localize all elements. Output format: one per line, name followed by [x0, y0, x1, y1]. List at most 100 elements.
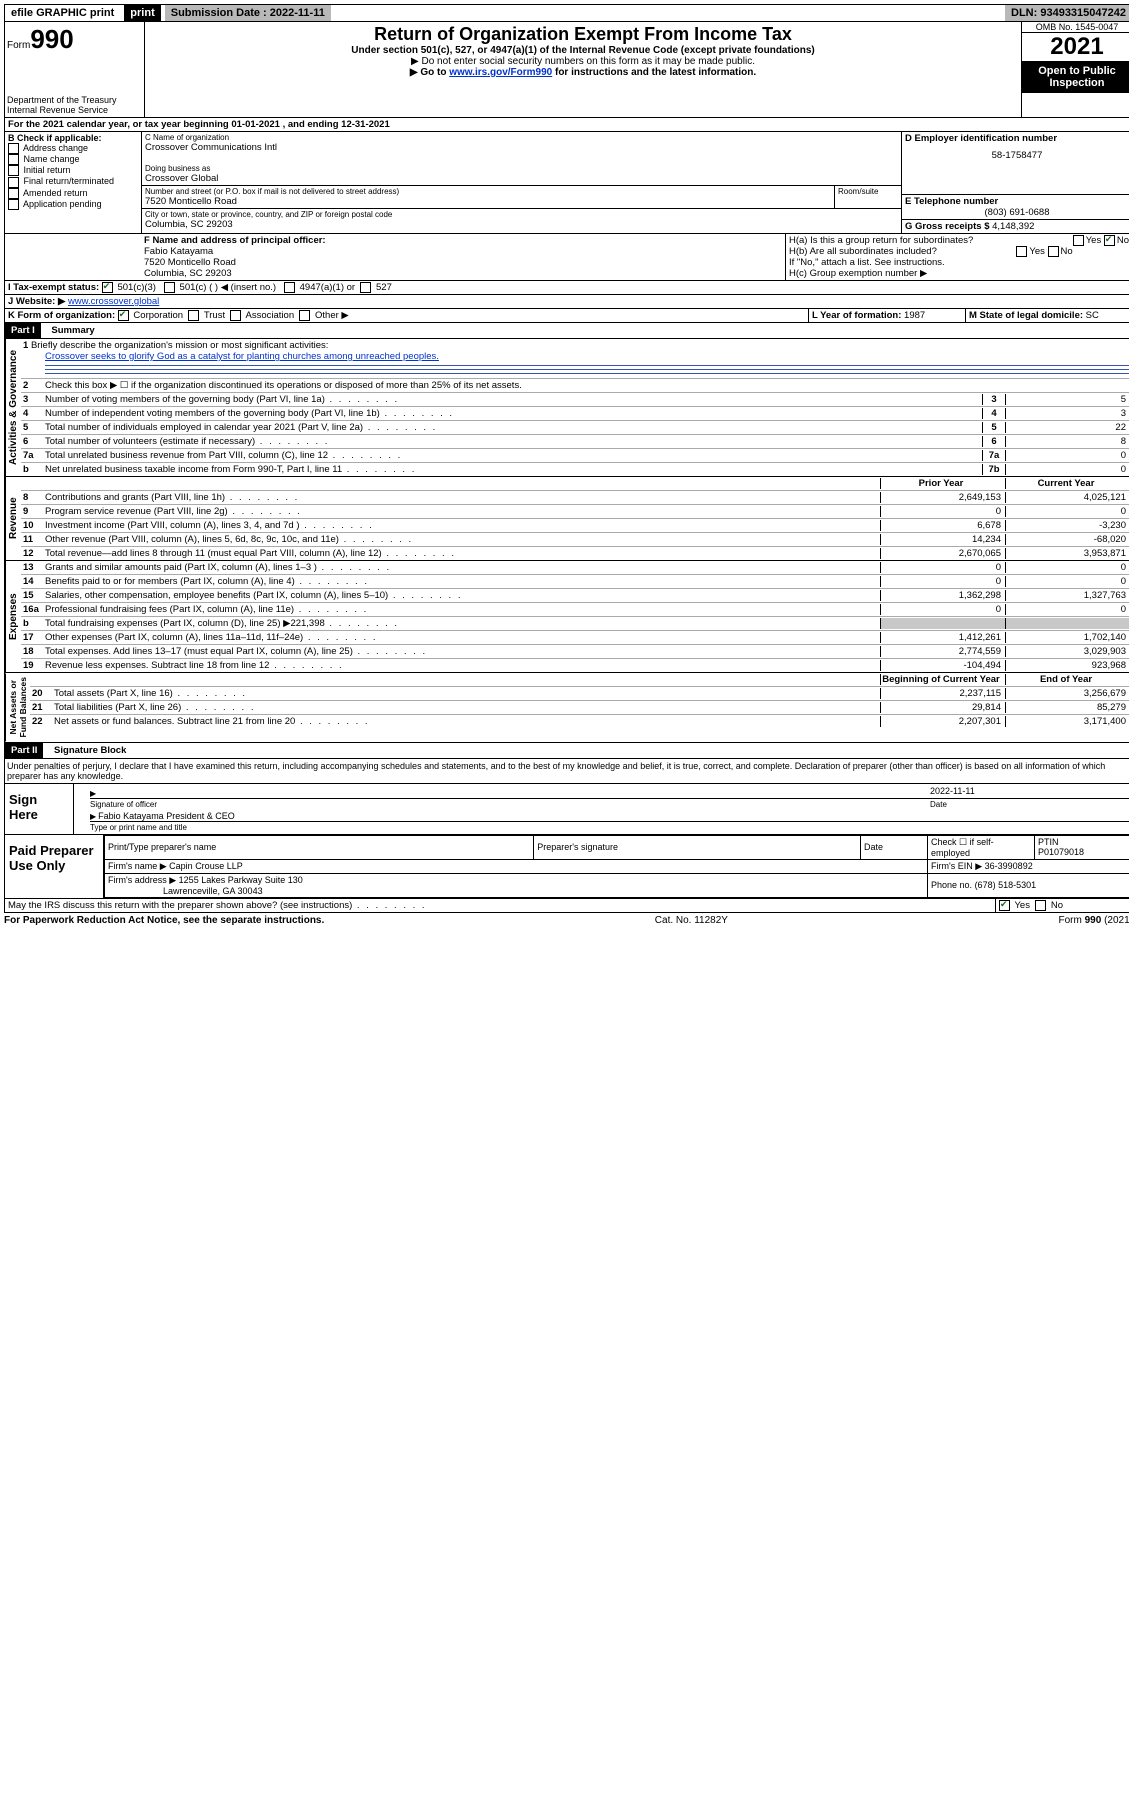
firm-addr-label: Firm's address ▶	[108, 875, 176, 885]
gross-label: G Gross receipts $	[905, 221, 989, 232]
discuss-no-label: No	[1051, 900, 1063, 911]
prep-h3: Date	[861, 835, 928, 859]
l-value: 1987	[904, 310, 925, 321]
ha-no-checkbox[interactable]	[1104, 235, 1115, 246]
begin-year-hdr: Beginning of Current Year	[880, 674, 1005, 685]
mission-text: Crossover seeks to glorify God as a cata…	[45, 351, 439, 362]
sign-here-label: Sign Here	[5, 784, 73, 834]
footer-right: 990	[1085, 915, 1102, 926]
hb-note: If "No," attach a list. See instructions…	[789, 257, 1129, 268]
form-number: 990	[30, 24, 73, 54]
vlabel-expenses: Expenses	[5, 561, 21, 672]
prior-year-hdr: Prior Year	[880, 478, 1005, 489]
city: Columbia, SC 29203	[145, 219, 898, 230]
prep-h2: Preparer's signature	[534, 835, 861, 859]
firm-addr1: 1255 Lakes Parkway Suite 130	[179, 875, 303, 885]
b-checkbox[interactable]	[8, 165, 19, 176]
m-label: M State of legal domicile:	[969, 310, 1083, 321]
firm-phone: (678) 518-5301	[975, 880, 1037, 890]
prep-h4: Check ☐ if self-employed	[928, 835, 1035, 859]
officer-name-title: Fabio Katayama President & CEO	[98, 811, 235, 821]
b-checkbox[interactable]	[8, 199, 19, 210]
501c-label: 501(c) ( ) ◀ (insert no.)	[180, 282, 277, 293]
efile-label: efile GRAPHIC print	[5, 5, 120, 21]
sign-date: 2022-11-11	[930, 786, 1129, 796]
b-checkbox[interactable]	[8, 154, 19, 165]
gross-value: 4,148,392	[992, 221, 1034, 232]
part-ii-title: Signature Block	[46, 745, 126, 756]
b-checkbox[interactable]	[8, 188, 19, 199]
part-i-label: Part I	[5, 323, 41, 338]
501c-checkbox[interactable]	[164, 282, 175, 293]
note-2-post: for instructions and the latest informat…	[552, 67, 756, 78]
527-checkbox[interactable]	[360, 282, 371, 293]
officer-street: 7520 Monticello Road	[144, 257, 782, 268]
4947-checkbox[interactable]	[284, 282, 295, 293]
m-value: SC	[1086, 310, 1099, 321]
note-2-pre: ▶ Go to	[410, 67, 449, 78]
firm-ein-label: Firm's EIN ▶	[931, 861, 982, 871]
hb-no-checkbox[interactable]	[1048, 246, 1059, 257]
tax-year: 2021	[1022, 33, 1129, 61]
discuss-yes-checkbox[interactable]	[999, 900, 1010, 911]
form-subtitle: Under section 501(c), 527, or 4947(a)(1)…	[147, 45, 1019, 56]
corp-checkbox[interactable]	[118, 310, 129, 321]
current-year-hdr: Current Year	[1005, 478, 1129, 489]
trust-checkbox[interactable]	[188, 310, 199, 321]
omb-label: OMB No. 1545-0047	[1022, 22, 1129, 33]
b-checkbox[interactable]	[8, 177, 19, 188]
501c3-checkbox[interactable]	[102, 282, 113, 293]
firm-phone-label: Phone no.	[931, 880, 972, 890]
top-bar: efile GRAPHIC print print Submission Dat…	[4, 4, 1129, 22]
b-checkbox[interactable]	[8, 143, 19, 154]
entity-block: B Check if applicable: Address change Na…	[4, 132, 1129, 234]
discuss-no-checkbox[interactable]	[1035, 900, 1046, 911]
paid-preparer-label: Paid Preparer Use Only	[5, 835, 103, 898]
section-b-label: B Check if applicable:	[8, 133, 138, 143]
dept-label: Department of the Treasury Internal Reve…	[7, 95, 142, 115]
print-button[interactable]: print	[124, 5, 160, 21]
vlabel-netassets: Net Assets orFund Balances	[5, 673, 30, 741]
corp-label: Corporation	[133, 310, 183, 321]
vlabel-revenue: Revenue	[5, 477, 21, 560]
officer-city: Columbia, SC 29203	[144, 268, 782, 279]
firm-name: Capin Crouse LLP	[169, 861, 243, 871]
phone-value: (803) 691-0688	[905, 207, 1129, 218]
ptin-label: PTIN	[1038, 837, 1059, 847]
city-label: City or town, state or province, country…	[145, 210, 898, 219]
f-label: F Name and address of principal officer:	[144, 235, 782, 246]
assoc-checkbox[interactable]	[230, 310, 241, 321]
name-title-label: Type or print name and title	[90, 823, 1129, 832]
end-year-hdr: End of Year	[1005, 674, 1129, 685]
website-link[interactable]: www.crossover.global	[68, 296, 159, 307]
j-label: J Website: ▶	[8, 296, 65, 307]
vlabel-activities: Activities & Governance	[5, 339, 21, 476]
note-1: ▶ Do not enter social security numbers o…	[147, 56, 1019, 67]
c-name-label: C Name of organization	[145, 133, 898, 142]
ha-yes-checkbox[interactable]	[1073, 235, 1084, 246]
trust-label: Trust	[204, 310, 225, 321]
firm-name-label: Firm's name ▶	[108, 861, 167, 871]
other-checkbox[interactable]	[299, 310, 310, 321]
line1-label: Briefly describe the organization's miss…	[31, 340, 329, 351]
501c3-label: 501(c)(3)	[117, 282, 156, 293]
officer-name: Fabio Katayama	[144, 246, 782, 257]
dba-name: Crossover Global	[145, 173, 898, 184]
ha-label: H(a) Is this a group return for subordin…	[789, 235, 973, 246]
4947-label: 4947(a)(1) or	[300, 282, 355, 293]
hc-label: H(c) Group exemption number ▶	[789, 268, 1129, 279]
form-prefix: Form	[7, 40, 30, 51]
sign-date-label: Date	[930, 800, 1129, 809]
footer-mid: Cat. No. 11282Y	[655, 915, 728, 926]
irs-link[interactable]: www.irs.gov/Form990	[449, 67, 552, 78]
firm-ein: 36-3990892	[985, 861, 1033, 871]
l-label: L Year of formation:	[812, 310, 901, 321]
dln-label: DLN: 93493315047242	[1005, 5, 1129, 21]
preparer-table: Print/Type preparer's name Preparer's si…	[104, 835, 1129, 898]
line-a: For the 2021 calendar year, or tax year …	[5, 118, 1129, 131]
other-label: Other ▶	[315, 310, 349, 321]
hb-yes-checkbox[interactable]	[1016, 246, 1027, 257]
i-label: I Tax-exempt status:	[8, 282, 99, 293]
527-label: 527	[376, 282, 392, 293]
hb-label: H(b) Are all subordinates included?	[789, 246, 937, 257]
